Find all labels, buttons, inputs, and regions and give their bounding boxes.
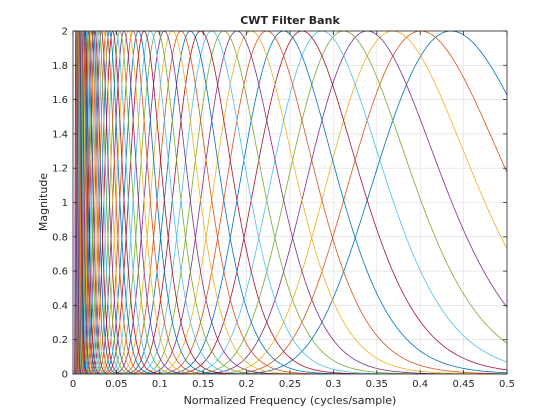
x-tick-label: 0.05: [105, 379, 127, 390]
x-tick-label: 0.2: [239, 379, 255, 390]
filter-curve-24: [73, 31, 295, 374]
x-tick-label: 0.15: [192, 379, 214, 390]
filter-curve-22: [73, 31, 335, 374]
filter-curve-15: [73, 31, 507, 374]
y-tick-label: 1.4: [52, 129, 68, 140]
x-axis-ticks: 0 0.05 0.1 0.15 0.2 0.25 0.3 0.35 0.4 0.45 0.5: [70, 31, 515, 390]
filter-curve-18: [73, 31, 439, 374]
filter-curve-14: [73, 31, 507, 374]
x-tick-label: 0.1: [152, 379, 168, 390]
y-axis-ticks: 0 0.2 0.4 0.6 0.8 1 1.2 1.4 1.6 1.8 2: [52, 27, 507, 381]
y-tick-label: 1.6: [52, 95, 68, 106]
y-tick-label: 0.6: [52, 267, 68, 278]
filter-curve-32: [73, 31, 187, 374]
filter-curve-25: [73, 31, 277, 374]
x-tick-label: 0.5: [499, 379, 515, 390]
chart-title: CWT Filter Bank: [240, 14, 340, 27]
filter-curve-7: [73, 31, 507, 374]
y-axis-label: Magnitude: [37, 173, 50, 232]
y-tick-label: 2: [62, 27, 68, 38]
filter-curve-34: [73, 31, 170, 374]
filter-curve-19: [73, 31, 410, 374]
y-tick-label: 0.2: [52, 335, 68, 346]
filter-curve-28: [73, 31, 232, 374]
filter-curve-30: [73, 31, 208, 374]
y-tick-label: 0.4: [52, 301, 68, 312]
filter-curve-26: [73, 31, 261, 374]
filter-curves: [73, 31, 507, 374]
x-tick-label: 0: [70, 379, 76, 390]
filter-curve-27: [73, 31, 246, 374]
filter-curve-1: [73, 31, 507, 374]
filter-curve-2: [73, 31, 507, 374]
y-tick-label: 0.8: [52, 232, 68, 243]
filter-curve-20: [73, 31, 383, 374]
filter-curve-17: [73, 31, 471, 374]
filter-curve-16: [73, 31, 505, 374]
filter-curve-21: [73, 31, 358, 374]
y-tick-label: 1.2: [52, 164, 68, 175]
x-tick-label: 0.45: [452, 379, 474, 390]
x-tick-label: 0.3: [325, 379, 341, 390]
filter-curve-29: [73, 31, 219, 374]
y-tick-label: 1.8: [52, 61, 68, 72]
filter-curve-6: [73, 31, 507, 374]
filter-curve-5: [73, 31, 507, 374]
x-tick-label: 0.35: [366, 379, 388, 390]
filter-curve-33: [73, 31, 178, 374]
filter-curve-31: [73, 31, 197, 374]
y-tick-label: 1: [62, 198, 68, 209]
x-axis-label: Normalized Frequency (cycles/sample): [184, 394, 397, 407]
filter-curve-3: [73, 31, 507, 374]
x-tick-label: 0.25: [279, 379, 301, 390]
filter-curve-60: [73, 31, 84, 374]
x-tick-label: 0.4: [412, 379, 428, 390]
filter-curve-4: [73, 31, 507, 374]
y-tick-label: 0: [62, 370, 68, 381]
filter-curve-23: [73, 31, 314, 374]
